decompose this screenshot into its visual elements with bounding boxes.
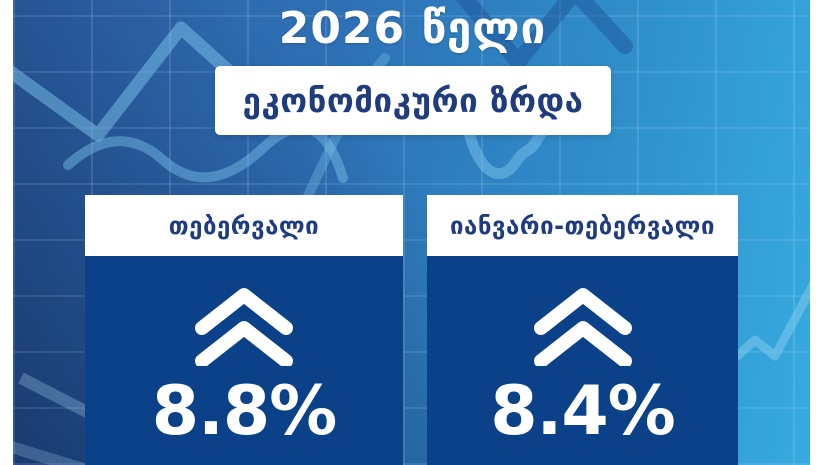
card-header: თებერვალი bbox=[85, 195, 403, 256]
double-chevron-up-icon bbox=[533, 288, 632, 366]
growth-value: 8.8% bbox=[151, 372, 338, 451]
card-body: 8.8% bbox=[85, 256, 403, 465]
subtitle-text: ეკონომიკური ზრდა bbox=[242, 81, 584, 120]
double-chevron-up-icon bbox=[195, 288, 293, 366]
year-title: 2026 წელი bbox=[278, 3, 547, 54]
growth-card-january-february: იანვარი-თებერვალი 8.4% bbox=[427, 195, 738, 465]
subtitle-box: ეკონომიკური ზრდა bbox=[215, 66, 611, 135]
card-header-label: იანვარი-თებერვალი bbox=[450, 211, 715, 240]
card-body: 8.4% bbox=[427, 256, 738, 465]
growth-value: 8.4% bbox=[490, 372, 676, 451]
card-header: იანვარი-თებერვალი bbox=[427, 195, 738, 256]
growth-card-february: თებერვალი 8.8% bbox=[85, 195, 403, 465]
card-header-label: თებერვალი bbox=[168, 211, 320, 240]
